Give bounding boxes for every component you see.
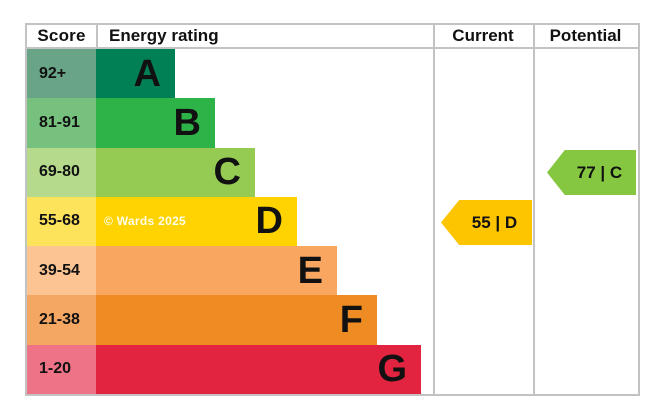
epc-header-row: Score Energy rating Current Potential (27, 25, 638, 49)
band-f-bar: F (96, 295, 377, 345)
epc-table: Score Energy rating Current Potential 92… (25, 23, 640, 396)
band-row-f: 21-38 F (27, 295, 638, 345)
band-d-letter: D (255, 200, 283, 243)
current-column-divider (433, 25, 435, 394)
potential-rating-arrow: 77 | C (547, 150, 636, 195)
band-row-a: 92+ A (27, 49, 638, 99)
band-d-score-range: 55-68 (27, 196, 96, 247)
band-a-score-range: 92+ (27, 49, 96, 99)
band-e-score-range: 39-54 (27, 246, 96, 296)
header-divider (96, 25, 98, 47)
wards-watermark: © Wards 2025 (104, 214, 187, 229)
band-c-score-range: 69-80 (27, 147, 96, 197)
band-a-bar: A (96, 49, 175, 99)
band-b-score-range: 81-91 (27, 98, 96, 148)
band-d-bar: © Wards 2025 D (96, 196, 297, 247)
band-row-e: 39-54 E (27, 246, 638, 296)
band-row-g: 1-20 G (27, 344, 638, 394)
header-score: Score (37, 26, 86, 45)
band-c-bar: C (96, 147, 255, 197)
header-energy-rating: Energy rating (109, 26, 219, 45)
band-g-score-range: 1-20 (27, 344, 96, 394)
potential-column-divider (533, 25, 535, 394)
current-rating-arrow: 55 | D (441, 200, 532, 245)
header-current: Current (452, 26, 514, 45)
band-row-d: 55-68 © Wards 2025 D (27, 196, 638, 247)
band-row-b: 81-91 B (27, 98, 638, 148)
epc-band-rows: 92+ A 81-91 B 69-80 C 55-68 © Wards 2025… (27, 49, 638, 394)
band-row-c: 69-80 C (27, 147, 638, 197)
header-potential: Potential (549, 26, 622, 45)
band-b-bar: B (96, 98, 215, 148)
band-e-bar: E (96, 246, 337, 296)
band-f-score-range: 21-38 (27, 295, 96, 345)
band-g-bar: G (96, 344, 421, 394)
